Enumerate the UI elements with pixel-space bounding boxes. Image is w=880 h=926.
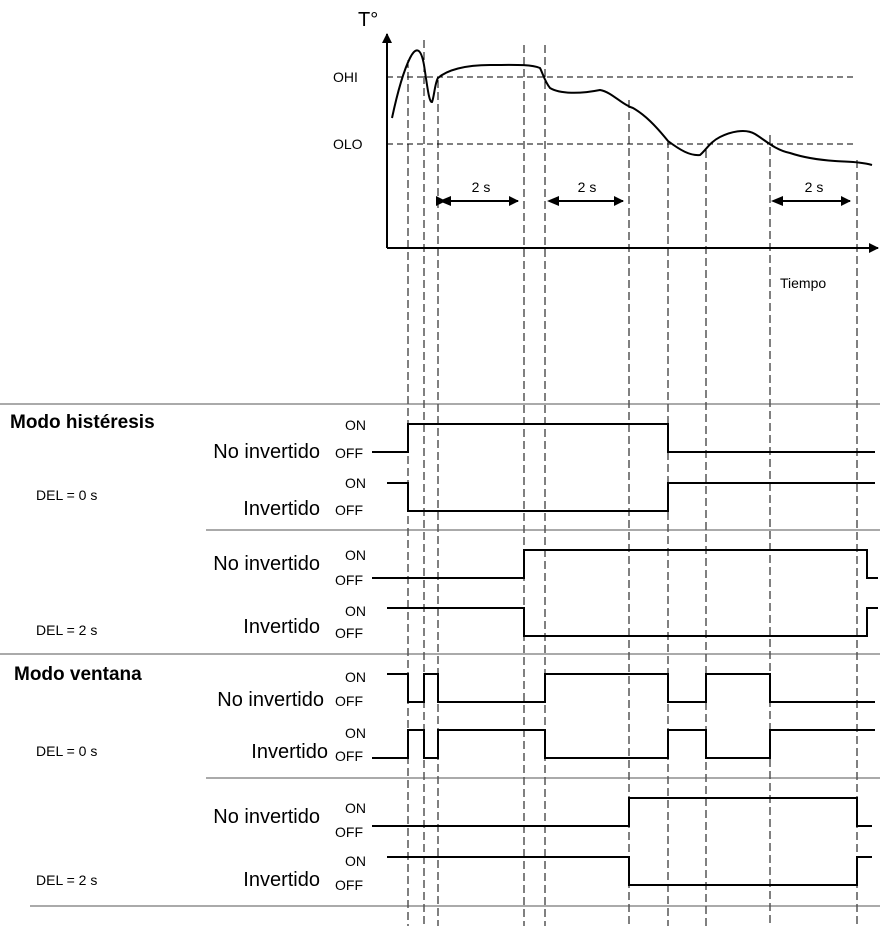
olo-label: OLO [333,136,363,152]
waveform-ventana-del2-invertido [387,856,872,886]
del-label: DEL = 0 s [36,743,97,759]
on-label: ON [345,417,366,433]
waveforms [372,423,878,886]
waveform-histeresis-del2-invertido [387,607,878,637]
on-label: ON [345,475,366,491]
row-label-no-invertido: No invertido [213,553,320,575]
on-label: ON [345,800,366,816]
delay-label: 2 s [578,179,597,195]
waveform-ventana-del0-invertido [372,729,875,759]
x-axis-label: Tiempo [780,275,826,291]
section-title-histeresis: Modo histéresis [10,412,155,433]
y-axis-label: T° [358,9,378,31]
off-label: OFF [335,748,363,764]
row-label-invertido: Invertido [251,741,328,763]
row-label-invertido: Invertido [243,498,320,520]
waveform-histeresis-del2-no-invertido [372,549,878,579]
del-label: DEL = 2 s [36,872,97,888]
off-label: OFF [335,502,363,518]
on-label: ON [345,547,366,563]
row-label-invertido: Invertido [243,869,320,891]
off-label: OFF [335,625,363,641]
waveform-histeresis-del0-no-invertido [372,423,875,453]
delay-arrow-left-head [771,196,783,206]
off-label: OFF [335,877,363,893]
off-label: OFF [335,572,363,588]
ohi-label: OHI [333,69,358,85]
off-label: OFF [335,693,363,709]
waveform-ventana-del2-no-invertido [372,797,872,827]
off-label: OFF [335,824,363,840]
on-label: ON [345,853,366,869]
row-label-no-invertido: No invertido [213,441,320,463]
delay-arrow-left-head [439,196,451,206]
separators [0,403,880,907]
temperature-graph: T° Tiempo OHI OLO 2 s 2 s 2 s [333,9,879,291]
row-label-invertido: Invertido [243,616,320,638]
waveform-histeresis-del0-invertido [387,482,875,512]
del-label: DEL = 2 s [36,622,97,638]
delay-label: 2 s [472,179,491,195]
on-label: ON [345,669,366,685]
row-label-no-invertido: No invertido [213,806,320,828]
on-label: ON [345,603,366,619]
off-label: OFF [335,445,363,461]
waveform-ventana-del0-no-invertido [387,673,875,703]
del-label: DEL = 0 s [36,487,97,503]
section-title-ventana: Modo ventana [14,664,142,685]
on-label: ON [345,725,366,741]
delay-label: 2 s [805,179,824,195]
row-label-no-invertido: No invertido [217,689,324,711]
delay-arrow-left-head [547,196,559,206]
temperature-curve [391,49,873,166]
